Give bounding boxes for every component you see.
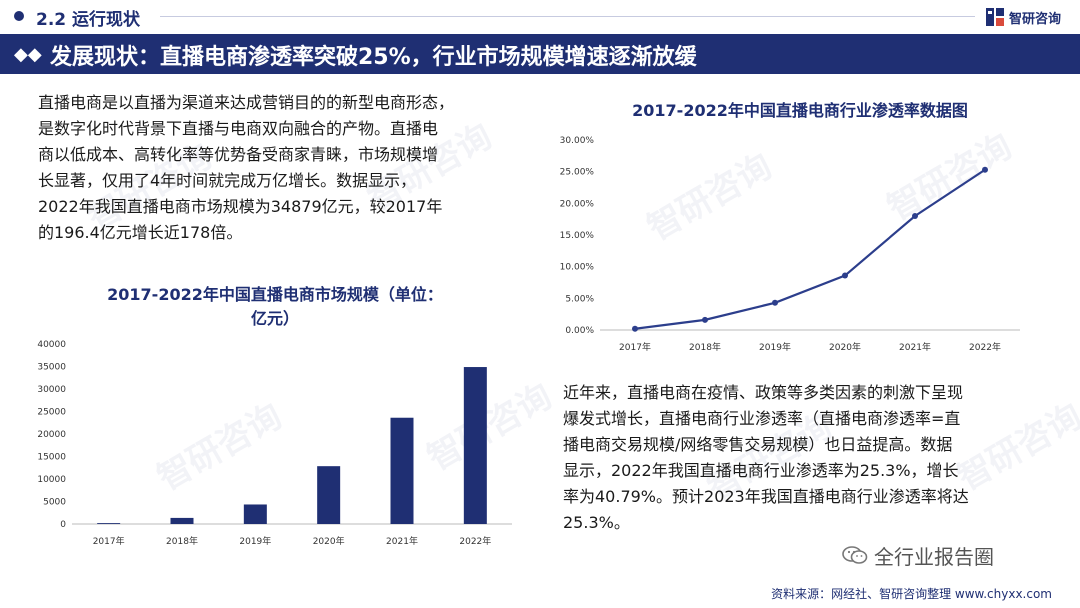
line-y-tick-label: 20.00% bbox=[560, 199, 595, 209]
line-x-tick-label: 2018年 bbox=[689, 341, 721, 353]
data-point bbox=[632, 325, 638, 332]
bar bbox=[170, 517, 194, 524]
wechat-account: 全行业报告圈 bbox=[842, 540, 994, 570]
paragraph-line: 商以低成本、高转化率等优势备受商家青睐，市场规模增 bbox=[38, 145, 439, 164]
bar-x-tick-label: 2020年 bbox=[313, 535, 345, 547]
double-diamond-icon: ◆◆ bbox=[14, 44, 42, 65]
top-bar: 2.2 运行现状 智研咨询 bbox=[0, 0, 1080, 34]
paragraph-line: 爆发式增长，直播电商行业渗透率（直播电商渗透率=直 bbox=[563, 409, 961, 428]
data-point bbox=[982, 166, 988, 173]
paragraph-line: 是数字化时代背景下直播与电商双向融合的产物。直播电 bbox=[38, 119, 439, 138]
paragraph-line: 的196.4亿元增长近178倍。 bbox=[38, 223, 243, 242]
bar-y-tick-label: 10000 bbox=[37, 475, 66, 485]
paragraph-line: 近年来，直播电商在疫情、政策等多类因素的刺激下呈现 bbox=[563, 383, 964, 402]
line-x-tick-label: 2022年 bbox=[969, 341, 1001, 353]
paragraph-line: 25.3%。 bbox=[563, 513, 630, 532]
market-size-bar-chart: 0 5000 10000 15000 20000 25000 30000 35000 40000… bbox=[37, 340, 512, 547]
penetration-line-chart: 0.00% 5.00% 10.00% 15.00% 20.00% 25.00% 30.00%… bbox=[560, 136, 1020, 353]
bar-x-tick-label: 2022年 bbox=[459, 535, 491, 547]
line-x-tick-label: 2019年 bbox=[759, 341, 791, 353]
line-y-tick-label: 10.00% bbox=[560, 263, 595, 273]
left-paragraph: 直播电商是以直播为渠道来达成营销目的的新型电商形态， 是数字化时代背景下直播与电… bbox=[38, 90, 528, 246]
brand-name: 智研咨询 bbox=[1009, 11, 1062, 27]
right-paragraph: 近年来，直播电商在疫情、政策等多类因素的刺激下呈现 爆发式增长，直播电商行业渗透… bbox=[563, 380, 1049, 536]
brand: 智研咨询 bbox=[985, 6, 1061, 28]
line-y-tick-label: 25.00% bbox=[560, 168, 595, 178]
bar bbox=[390, 417, 414, 524]
bar bbox=[97, 523, 121, 524]
series-line bbox=[634, 168, 986, 330]
page-title: 发展现状：直播电商渗透率突破25%，行业市场规模增速逐渐放缓 bbox=[50, 45, 697, 70]
title-banner: ◆◆ 发展现状：直播电商渗透率突破25%，行业市场规模增速逐渐放缓 bbox=[0, 34, 1080, 74]
paragraph-line: 2022年我国直播电商市场规模为34879亿元，较2017年 bbox=[38, 197, 443, 216]
paragraph-line: 长显著，仅用了4年时间就完成万亿增长。数据显示， bbox=[38, 171, 417, 190]
brand-logo-icon bbox=[986, 8, 1004, 26]
line-x-tick-label: 2020年 bbox=[829, 341, 861, 353]
line-x-tick-label: 2021年 bbox=[899, 341, 931, 353]
bar-chart-title-line: 2017-2022年中国直播电商市场规模（单位： bbox=[107, 285, 443, 304]
bar-y-tick-label: 30000 bbox=[37, 385, 66, 395]
bar bbox=[317, 466, 341, 524]
bar-x-tick-label: 2018年 bbox=[166, 535, 198, 547]
section-bullet-icon bbox=[14, 11, 24, 21]
line-chart-title: 2017-2022年中国直播电商行业渗透率数据图 bbox=[632, 101, 968, 120]
bar-y-tick-label: 25000 bbox=[37, 408, 66, 418]
wechat-account-name: 全行业报告圈 bbox=[874, 544, 994, 569]
bar-chart-title-line: 亿元） bbox=[250, 309, 299, 328]
data-point bbox=[772, 299, 778, 306]
line-y-tick-label: 5.00% bbox=[565, 294, 594, 304]
line-y-tick-label: 0.00% bbox=[565, 326, 594, 336]
bar-y-tick-label: 35000 bbox=[37, 363, 66, 373]
wechat-icon bbox=[842, 546, 868, 564]
bar-y-tick-label: 0 bbox=[60, 520, 66, 530]
bar-y-tick-label: 40000 bbox=[37, 340, 66, 350]
data-point bbox=[842, 272, 848, 279]
bar bbox=[243, 504, 267, 524]
bar-x-tick-label: 2019年 bbox=[239, 535, 271, 547]
line-y-tick-label: 30.00% bbox=[560, 136, 595, 146]
bar-y-tick-label: 20000 bbox=[37, 430, 66, 440]
bar-chart-title: 2017-2022年中国直播电商市场规模（单位： 亿元） bbox=[60, 283, 490, 331]
bar-x-tick-label: 2017年 bbox=[93, 535, 125, 547]
paragraph-line: 率为40.79%。预计2023年我国直播电商行业渗透率将达 bbox=[563, 487, 969, 506]
paragraph-line: 播电商交易规模/网络零售交易规模）也日益提高。数据 bbox=[563, 435, 953, 454]
line-y-tick-label: 15.00% bbox=[560, 231, 595, 241]
section-label: 2.2 运行现状 bbox=[36, 10, 141, 30]
bar-x-tick-label: 2021年 bbox=[386, 535, 418, 547]
bar-y-tick-label: 15000 bbox=[37, 453, 66, 463]
data-point bbox=[912, 213, 918, 219]
paragraph-line: 显示，2022年我国直播电商行业渗透率为25.3%，增长 bbox=[563, 461, 959, 480]
line-x-tick-label: 2017年 bbox=[619, 341, 651, 353]
source-note: 资料来源：网经社、智研咨询整理 www.chyxx.com bbox=[771, 587, 1052, 601]
bar bbox=[463, 367, 487, 524]
paragraph-line: 直播电商是以直播为渠道来达成营销目的的新型电商形态， bbox=[38, 93, 455, 112]
data-point bbox=[702, 316, 708, 323]
bar-y-tick-label: 5000 bbox=[43, 498, 66, 508]
header-divider bbox=[160, 16, 975, 17]
